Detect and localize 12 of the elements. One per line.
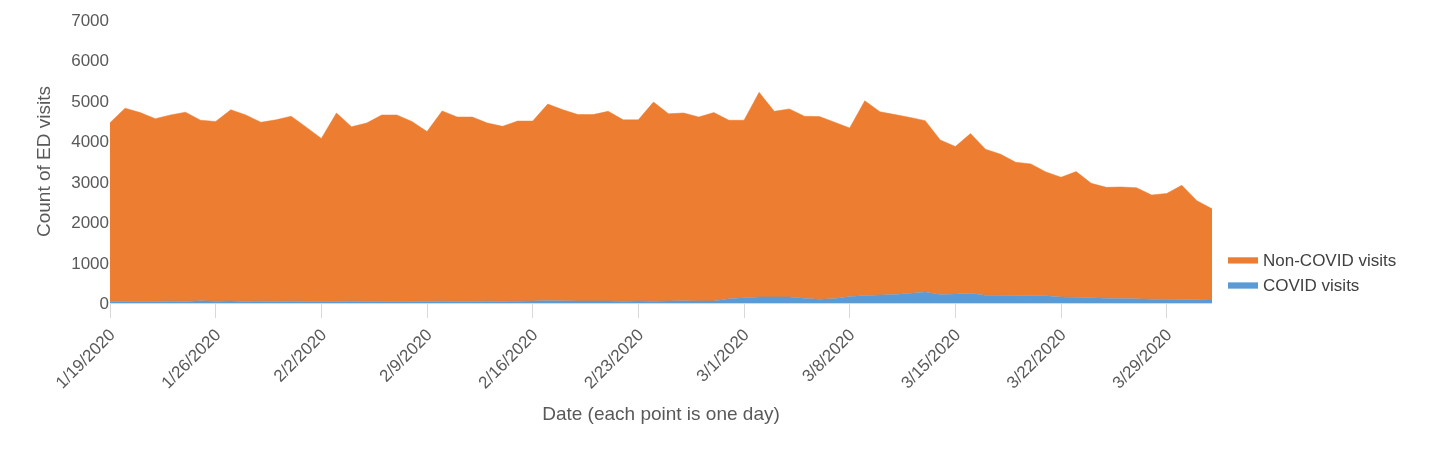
y-tick-label: 4000 — [71, 132, 109, 152]
y-tick-label: 2000 — [71, 213, 109, 233]
y-axis-title: Count of ED visits — [33, 86, 55, 237]
y-tick-label: 1000 — [71, 253, 109, 273]
y-tick-label: 6000 — [71, 51, 109, 71]
legend-label: COVID visits — [1263, 276, 1360, 296]
y-tick-label: 5000 — [71, 91, 109, 111]
x-axis-title: Date (each point is one day) — [542, 403, 780, 425]
y-tick-label: 3000 — [71, 172, 109, 192]
legend-label: Non-COVID visits — [1263, 251, 1397, 271]
y-tick-label: 0 — [99, 293, 109, 313]
y-tick-label: 7000 — [71, 10, 109, 30]
